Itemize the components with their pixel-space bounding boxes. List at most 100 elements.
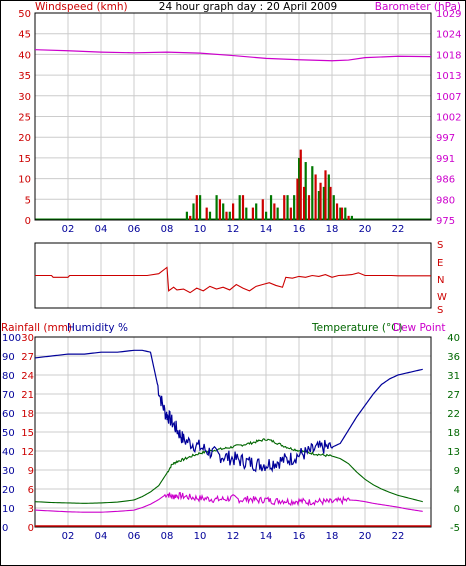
windspeed-bar	[232, 203, 235, 220]
dew-point-axis-label: Dew Point	[393, 322, 446, 334]
barometer-axis-label: Barometer (hPa)	[375, 1, 461, 13]
top-x-axis-ticks: 02 04 06 08 10 12 14 16 18 20 22	[62, 224, 405, 235]
temperature-tick-label: 13	[447, 447, 460, 458]
gust-bar	[327, 174, 330, 220]
windspeed-bar	[299, 149, 302, 220]
compass-label: S	[437, 240, 443, 251]
temperature-tick-label: 9	[454, 466, 460, 477]
barometer-tick-label: 991	[436, 154, 455, 165]
humidity-tick-label: 100	[2, 333, 21, 344]
temperature-tick-label: 0	[454, 504, 460, 515]
windspeed-tick-label: 10	[18, 175, 31, 186]
windspeed-tick-label: 50	[18, 9, 31, 20]
windspeed-bar	[302, 186, 306, 220]
x-tick-label: 22	[392, 531, 405, 542]
windspeed-tick-label: 45	[18, 30, 31, 41]
gust-bar	[304, 162, 307, 220]
wind-direction-line	[35, 266, 431, 294]
barometer-tick-label: 1024	[436, 30, 461, 41]
temperature-tick-label: 4	[454, 485, 460, 496]
gust-bar	[238, 195, 241, 220]
barometer-tick-label: 986	[436, 175, 455, 186]
x-tick-label: 04	[95, 531, 108, 542]
windspeed-bar	[335, 203, 339, 220]
gust-bar	[317, 191, 320, 220]
humidity-tick-label: 70	[2, 390, 15, 401]
barometer-tick-label: 980	[436, 195, 455, 206]
temperature-tick-label: 27	[447, 390, 460, 401]
humidity-tick-label: 0	[2, 523, 8, 534]
compass-label: S	[437, 305, 443, 316]
temperature-tick-label: -5	[450, 523, 460, 534]
gust-bar	[222, 203, 225, 220]
temperature-axis-ticks: -5 0 4 9 13 18 22 27 31 36 40	[447, 333, 460, 534]
temperature-axis-label: Temperature (°C)	[311, 322, 403, 334]
x-tick-label: 06	[128, 531, 141, 542]
barometer-tick-label: 1007	[436, 92, 461, 103]
temperature-tick-label: 36	[447, 352, 460, 363]
barometer-tick-label: 1002	[436, 113, 461, 124]
windspeed-bar	[218, 199, 221, 220]
compass-label: E	[437, 258, 443, 269]
windspeed-bar	[329, 186, 332, 220]
windspeed-tick-label: 5	[25, 195, 31, 206]
gust-bar	[322, 186, 325, 220]
gust-bar	[215, 195, 218, 220]
barometer-tick-label: 997	[436, 133, 455, 144]
windspeed-bar	[205, 207, 208, 220]
x-tick-label: 14	[260, 531, 273, 542]
x-tick-label: 08	[161, 531, 174, 542]
barometer-line	[34, 49, 432, 62]
gust-bar	[265, 211, 268, 220]
x-tick-label: 08	[161, 224, 174, 235]
windspeed-tick-label: 40	[18, 50, 31, 61]
rainfall-tick-label: 0	[28, 523, 34, 534]
windspeed-tick-label: 15	[18, 154, 31, 165]
bottom-grid	[35, 337, 431, 527]
windspeed-bar	[324, 170, 327, 220]
x-tick-label: 06	[128, 224, 141, 235]
humidity-tick-label: 10	[2, 504, 15, 515]
bottom-plot-border	[34, 336, 432, 528]
barometer-tick-label: 975	[436, 216, 455, 227]
x-tick-label: 18	[326, 531, 339, 542]
rainfall-axis-label: Rainfall (mm)	[1, 322, 72, 334]
x-tick-label: 20	[359, 224, 372, 235]
x-tick-label: 16	[293, 531, 306, 542]
windspeed-bar	[189, 215, 192, 220]
windspeed-bars	[189, 149, 350, 220]
barometer-axis-ticks: 975 980 986 991 997 1002 1007 1013 1018 1024 1029	[436, 9, 461, 227]
temperature-tick-label: 22	[447, 409, 460, 420]
barometer-tick-label: 1029	[436, 9, 461, 20]
humidity-tick-label: 50	[2, 428, 15, 439]
windspeed-bar	[296, 178, 299, 220]
gust-bar	[269, 195, 273, 220]
windspeed-bar	[347, 215, 350, 220]
humidity-axis-ticks: 0 10 20 30 40 50 60 70 80 90 100	[2, 333, 21, 534]
windspeed-bar	[283, 195, 286, 220]
windspeed-tick-label: 35	[18, 71, 31, 82]
x-tick-label: 14	[260, 224, 273, 235]
windspeed-bar	[261, 199, 264, 220]
x-tick-label: 10	[194, 224, 207, 235]
windspeed-axis-label: Windspeed (kmh)	[35, 1, 128, 13]
windspeed-tick-label: 0	[25, 216, 31, 227]
windspeed-bar	[241, 195, 245, 220]
x-tick-label: 12	[227, 224, 240, 235]
humidity-tick-label: 20	[2, 485, 15, 496]
rainfall-tick-label: 12	[21, 447, 34, 458]
gust-bar	[276, 207, 279, 220]
rainfall-tick-label: 21	[21, 390, 34, 401]
wind-barometer-panel: 0 5 10 15 20 25 30 35 40 45 50 975 980 986 991 997 1002…	[18, 1, 461, 235]
gust-bar	[286, 195, 289, 220]
windspeed-tick-label: 25	[18, 113, 31, 124]
windspeed-bar	[289, 207, 292, 220]
barometer-tick-label: 1013	[436, 71, 461, 82]
windspeed-axis-ticks: 0 5 10 15 20 25 30 35 40 45 50	[18, 9, 31, 227]
windspeed-tick-label: 30	[18, 92, 31, 103]
humidity-tick-label: 80	[2, 371, 15, 382]
windspeed-bar	[225, 211, 228, 220]
